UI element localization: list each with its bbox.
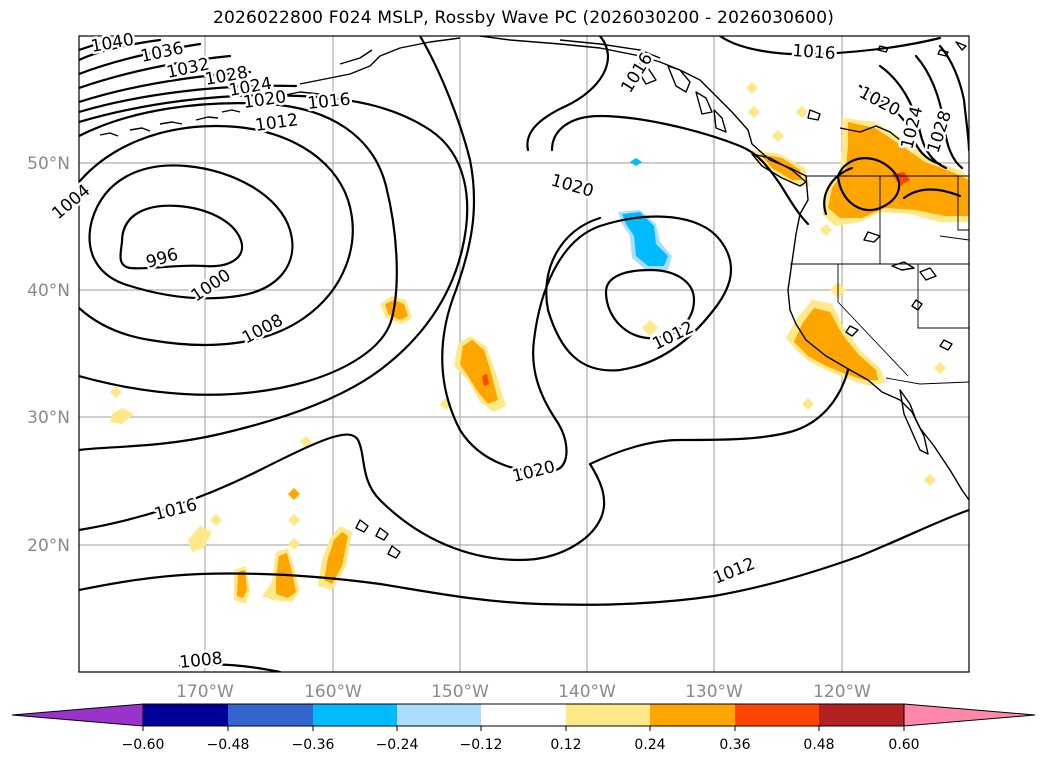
anomaly-patch-hawaii-north-orange xyxy=(460,340,498,404)
lat-label-20n: 20°N xyxy=(27,536,70,556)
anomaly-dot-blue xyxy=(630,158,642,166)
colorbar-segment-8 xyxy=(735,704,819,726)
colorbar-segment-6 xyxy=(566,704,650,726)
anomaly-patch-california-orange xyxy=(794,308,878,380)
anomaly-patch-hawaii-north-red xyxy=(482,374,489,386)
mslp-contours xyxy=(79,36,969,672)
colorbar-tick-label: −0.24 xyxy=(376,737,419,753)
colorbar-tick-label: 0.48 xyxy=(803,737,834,753)
anomaly-patch-canada-orange xyxy=(828,122,969,218)
anomaly-dot-1 xyxy=(110,386,122,398)
anomaly-dot-5 xyxy=(288,538,300,550)
colorbar-extend-low xyxy=(11,703,144,727)
anomaly-dot-15 xyxy=(934,362,946,374)
colorbar-tick-label: 0.24 xyxy=(634,737,665,753)
lon-label-120w: 120°W xyxy=(813,682,871,702)
colorbar-tick-label: 0.12 xyxy=(550,737,581,753)
colorbar-tick-label: −0.60 xyxy=(122,737,165,753)
anomaly-dot-12 xyxy=(772,130,784,142)
anomaly-patch-blue-cyan xyxy=(622,212,668,266)
lon-label-140w: 140°W xyxy=(558,682,616,702)
anomaly-dot-10 xyxy=(746,82,758,94)
plot-frame xyxy=(78,35,970,673)
anomaly-dot-3 xyxy=(288,488,300,500)
anomaly-dot-14 xyxy=(802,398,814,410)
colorbar-tick-label: −0.36 xyxy=(292,737,335,753)
anomaly-patch-hawaii-5 xyxy=(110,408,134,424)
lat-label-30n: 30°N xyxy=(27,408,70,428)
lat-label-40n: 40°N xyxy=(27,281,70,301)
lon-label-160w: 160°W xyxy=(304,682,362,702)
colorbar-tick-label: −0.48 xyxy=(207,737,250,753)
anomaly-patch-ocean-38n-orange xyxy=(385,300,408,320)
colorbar-segment-9 xyxy=(819,704,904,726)
anomaly-dot-2 xyxy=(300,436,312,448)
colorbar-segment-3 xyxy=(313,704,397,726)
colorbar: −0.60 −0.48 −0.36 −0.24 −0.12 0.12 0.24 … xyxy=(11,703,1036,753)
figure-title: 2026022800 F024 MSLP, Rossby Wave PC (20… xyxy=(212,8,835,28)
anomaly-dot-13 xyxy=(796,106,808,118)
colorbar-segment-2 xyxy=(228,704,313,726)
colorbar-extend-high xyxy=(903,703,1036,727)
colorbar-tick-label: −0.12 xyxy=(460,737,503,753)
anomaly-dot-6 xyxy=(210,514,222,526)
political-borders xyxy=(790,175,969,385)
lon-label-150w: 150°W xyxy=(431,682,489,702)
lat-label-50n: 50°N xyxy=(27,154,70,174)
colorbar-segment-5 xyxy=(481,704,566,726)
lon-label-170w: 170°W xyxy=(176,682,234,702)
colorbar-segment-1 xyxy=(143,704,228,726)
colorbar-segment-4 xyxy=(397,704,481,726)
anomaly-dot-8 xyxy=(642,320,658,336)
anomaly-dot-16 xyxy=(820,224,832,236)
contour-label-1016-ne: 1016 xyxy=(792,41,837,64)
longitude-labels: 170°W 160°W 150°W 140°W 130°W 120°W xyxy=(176,682,871,702)
anomaly-patch-hawaii-3-orange xyxy=(237,570,247,598)
anomaly-dot-4 xyxy=(288,514,300,526)
anomaly-dot-9 xyxy=(924,474,936,486)
latitude-labels: 50°N 40°N 30°N 20°N xyxy=(27,154,70,556)
colorbar-tick-label: 0.36 xyxy=(719,737,750,753)
colorbar-tick-label: 0.60 xyxy=(888,737,919,753)
anomaly-dot-11 xyxy=(748,106,760,118)
lon-label-130w: 130°W xyxy=(685,682,743,702)
colorbar-segment-7 xyxy=(650,704,735,726)
anomaly-patch-hawaii-1-orange xyxy=(324,532,348,584)
anomaly-patch-hawaii-4 xyxy=(188,526,212,552)
anomaly-shading xyxy=(110,82,969,604)
